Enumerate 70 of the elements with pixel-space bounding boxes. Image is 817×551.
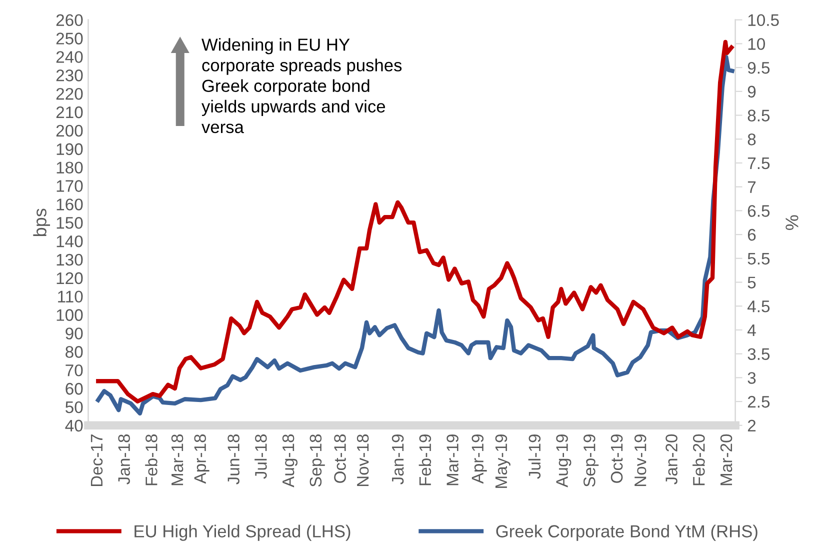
legend-label: EU High Yield Spread (LHS): [134, 524, 350, 541]
y-axis-title: bps: [33, 208, 50, 236]
y-tick-label: 200: [56, 124, 83, 137]
x-tick-label: Feb-19: [418, 434, 432, 486]
y2-tick-label: 10: [748, 38, 765, 50]
y-tick-label: 70: [66, 364, 83, 376]
y-tick-label: 100: [56, 309, 83, 321]
y2-tick-label: 6.5: [748, 205, 770, 217]
y-tick-label: 180: [56, 162, 83, 174]
y-tick-label: 120: [56, 272, 83, 284]
x-tick-label: Mar-19: [446, 434, 458, 486]
y-tick-label: 230: [56, 70, 83, 82]
legend-label: Greek Corporate Bond YtM (RHS): [496, 524, 758, 541]
x-tick-label: Mar-18: [171, 434, 184, 486]
y2-axis-title: %: [786, 215, 798, 230]
x-tick-label: Feb-20: [692, 434, 705, 486]
x-tick-label: Mar-20: [720, 434, 732, 486]
y-tick-label: 150: [56, 217, 83, 229]
y-tick-label: 250: [56, 32, 83, 44]
y-tick-label: 130: [56, 254, 83, 266]
y-tick-label: 160: [56, 198, 83, 210]
y2-tick-label: 9.5: [748, 62, 770, 74]
y-tick-label: 240: [56, 51, 83, 63]
x-tick-label: Apr-19: [472, 434, 487, 484]
y-tick-label: 210: [56, 106, 83, 118]
y2-tick-label: 4: [747, 324, 756, 336]
y-tick-label: 110: [58, 290, 83, 303]
y2-tick-label: 5: [748, 276, 756, 288]
annotation: Widening in EU HY corporate spreads pushes Greek corporate bond yields upwards and vice versa: [202, 38, 402, 134]
y2-tick-label: 8.5: [748, 110, 770, 122]
x-tick-label: Oct-18: [334, 434, 346, 483]
x-tick-label: Jun-18: [228, 434, 240, 484]
y-tick-label: 260: [56, 14, 83, 26]
x-tick-label: Jul-19: [528, 434, 541, 479]
y-tick-label: 90: [66, 328, 83, 340]
y2-tick-label: 3: [748, 372, 756, 384]
y-tick-label: 170: [56, 180, 83, 192]
x-tick-label: Nov-19: [634, 434, 646, 486]
x-tick-label: Apr-18: [194, 434, 210, 484]
y2-tick-label: 6: [748, 228, 756, 241]
x-tick-label: Oct-19: [610, 434, 623, 483]
x-tick-label: Aug-18: [282, 434, 298, 488]
x-tick-label: Jan-20: [666, 434, 678, 484]
x-tick-label: Sep-19: [584, 434, 599, 487]
y-tick-label: 140: [56, 235, 83, 248]
y2-tick-label: 2: [748, 420, 756, 432]
y2-tick-label: 2.5: [748, 396, 770, 408]
y-tick-label: 50: [66, 401, 83, 414]
y2-tick-label: 8: [748, 134, 756, 146]
y-tick-label: 80: [66, 346, 83, 358]
y2-tick-label: 3.5: [748, 348, 770, 360]
x-tick-label: Feb-18: [145, 434, 158, 486]
y2-tick-label: 5.5: [748, 252, 770, 265]
y2-tick-label: 9: [748, 86, 756, 98]
x-tick-label: Jul-18: [254, 434, 267, 479]
y-tick-label: 190: [56, 143, 83, 156]
y-tick-label: 220: [56, 88, 83, 100]
y2-tick-label: 10.5: [748, 14, 779, 26]
y2-tick-label: 7.5: [748, 158, 770, 170]
x-tick-label: Dec-17: [90, 434, 103, 486]
y-tick-label: 60: [66, 382, 83, 395]
x-tick-label: Jan-18: [118, 434, 130, 484]
x-tick-label: May-19: [495, 434, 510, 488]
y2-tick-label: 7: [748, 181, 756, 193]
x-tick-label: Sep-18: [310, 434, 325, 487]
y2-tick-label: 4.5: [747, 300, 770, 312]
x-tick-label: Jan-19: [392, 434, 404, 484]
x-tick-label: Aug-19: [556, 434, 572, 488]
y-tick-label: 40: [65, 420, 83, 432]
x-tick-label: Nov-18: [356, 434, 369, 486]
